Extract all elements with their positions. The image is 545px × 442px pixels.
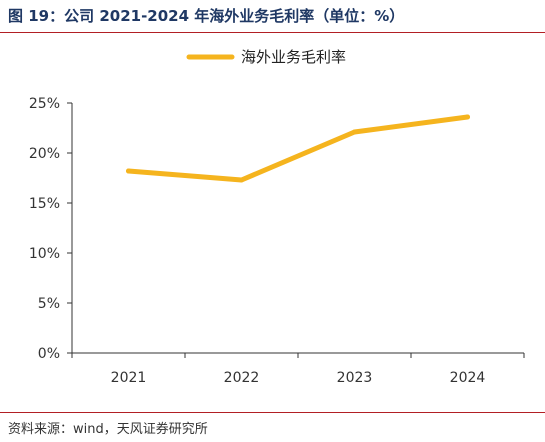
source-divider [0,412,545,413]
x-tick-label: 2022 [224,370,260,386]
chart-legend: 海外业务毛利率 [186,48,346,66]
y-tick-label: 15% [29,196,60,212]
data-point [465,114,470,120]
y-tick-label: 10% [29,246,60,262]
x-tick-label: 2023 [337,370,373,386]
y-tick-label: 20% [29,146,60,162]
data-point [352,129,357,135]
x-tick-label: 2024 [450,370,486,386]
y-tick-label: 5% [38,296,60,312]
x-tick-label: 2021 [111,370,147,386]
data-point [239,177,244,183]
y-tick-label: 0% [38,346,60,362]
plot-area [126,114,470,183]
y-axis: 0% 5% 10% 15% 20% 25% [29,96,73,362]
legend-label: 海外业务毛利率 [241,48,346,66]
data-point [126,168,131,174]
title-divider [0,32,545,33]
source-note: 资料来源：wind，天风证券研究所 [8,422,208,437]
y-tick-label: 25% [29,96,60,112]
series-line [126,114,470,183]
figure-title: 图 19：公司 2021-2024 年海外业务毛利率（单位：%） [8,7,405,25]
x-axis: 2021 2022 2023 2024 [71,352,525,386]
line-chart: 海外业务毛利率 0%5%10%15%20%25% 2021 2022 2023 202… [29,48,525,386]
